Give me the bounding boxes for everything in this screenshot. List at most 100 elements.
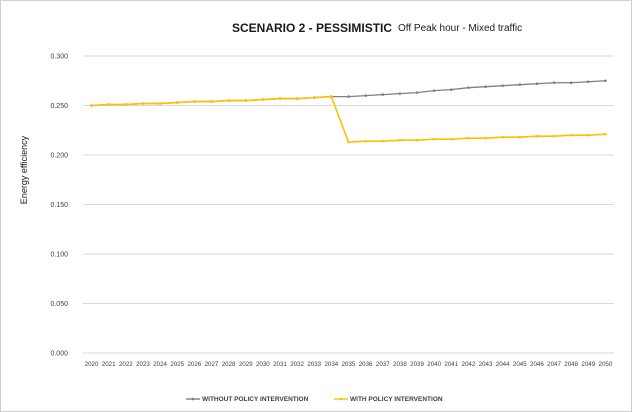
- data-point: [535, 134, 539, 138]
- x-tick-label: 2023: [136, 361, 150, 368]
- data-point: [347, 140, 350, 144]
- data-point: [432, 89, 436, 92]
- x-tick-label: 2025: [170, 361, 184, 368]
- x-tick-label: 2029: [239, 361, 253, 368]
- x-tick-label: 2044: [496, 361, 510, 368]
- data-point: [158, 102, 162, 105]
- x-tick-label: 2038: [393, 361, 407, 368]
- y-tick-label: 0.150: [50, 202, 68, 209]
- x-tick-label: 2041: [444, 361, 458, 368]
- data-point: [261, 98, 265, 101]
- data-point: [552, 134, 556, 138]
- data-point: [227, 99, 230, 102]
- x-tick-label: 2021: [102, 361, 116, 368]
- data-point: [107, 103, 110, 106]
- y-axis-ticks: 0.000 0.050 0.100 0.150 0.200 0.250 0.300: [50, 54, 68, 358]
- data-point: [518, 135, 522, 139]
- data-point: [278, 97, 282, 100]
- x-tick-label: 2035: [342, 361, 356, 368]
- x-tick-label: 2037: [376, 361, 390, 368]
- y-tick-label: 0.250: [50, 103, 68, 110]
- data-point: [398, 92, 402, 95]
- y-axis-label: Energy efficiency: [19, 135, 29, 204]
- legend: WITHOUT POLICY INTERVENTION WITH POLICY I…: [186, 396, 443, 403]
- data-point: [244, 99, 248, 102]
- x-tick-label: 2049: [581, 361, 595, 368]
- x-tick-label: 2026: [187, 361, 201, 368]
- data-point: [587, 133, 590, 137]
- data-point: [330, 95, 333, 98]
- data-point: [381, 139, 385, 143]
- y-tick-label: 0.300: [50, 54, 68, 61]
- data-point: [535, 82, 539, 86]
- data-point: [569, 133, 573, 137]
- data-point: [415, 138, 419, 142]
- legend-label: WITHOUT POLICY INTERVENTION: [202, 396, 309, 403]
- data-point: [90, 104, 93, 107]
- data-point: [449, 137, 453, 141]
- legend-marker: [339, 397, 343, 401]
- chart-title: SCENARIO 2 - PESSIMISTIC: [232, 21, 392, 35]
- data-point: [210, 100, 213, 103]
- series-line: [91, 80, 606, 107]
- x-tick-label: 2036: [359, 361, 373, 368]
- x-tick-label: 2020: [85, 361, 99, 368]
- y-tick-label: 0.200: [50, 153, 68, 160]
- data-point: [415, 91, 419, 94]
- series-layer: [90, 79, 607, 144]
- gridlines: [83, 55, 614, 354]
- data-point: [295, 97, 299, 100]
- data-point: [569, 81, 573, 85]
- data-point: [484, 85, 487, 88]
- x-tick-label: 2046: [530, 361, 544, 368]
- data-point: [552, 81, 556, 85]
- x-tick-label: 2050: [599, 361, 613, 368]
- data-point: [364, 94, 367, 97]
- legend-marker: [191, 397, 195, 401]
- data-point: [518, 83, 522, 87]
- x-tick-label: 2039: [410, 361, 424, 368]
- data-point: [364, 139, 367, 143]
- series-2: [90, 95, 607, 144]
- data-point: [604, 79, 607, 83]
- x-tick-label: 2042: [462, 361, 476, 368]
- x-tick-label: 2022: [119, 361, 133, 368]
- data-point: [193, 100, 196, 103]
- x-tick-label: 2027: [205, 361, 219, 368]
- x-axis-ticks: 2020 2021 2022 2023 2024 2025 2026 2027 2028 2029…: [85, 361, 613, 368]
- data-point: [467, 136, 470, 140]
- y-tick-label: 0.000: [50, 351, 68, 358]
- x-tick-label: 2043: [479, 361, 493, 368]
- data-point: [604, 132, 607, 136]
- data-point: [175, 101, 179, 104]
- y-tick-label: 0.050: [50, 301, 68, 308]
- x-tick-label: 2048: [564, 361, 578, 368]
- x-tick-label: 2034: [324, 361, 338, 368]
- data-point: [141, 102, 145, 105]
- data-point: [484, 136, 487, 140]
- x-tick-label: 2040: [427, 361, 441, 368]
- chart-subtitle: Off Peak hour - Mixed traffic: [398, 23, 522, 34]
- data-point: [587, 80, 590, 84]
- data-point: [501, 135, 504, 139]
- x-tick-label: 2028: [222, 361, 236, 368]
- data-point: [347, 95, 350, 98]
- data-point: [381, 93, 385, 96]
- data-point: [398, 138, 402, 142]
- x-tick-label: 2032: [290, 361, 304, 368]
- x-tick-label: 2047: [547, 361, 561, 368]
- x-tick-label: 2030: [256, 361, 270, 368]
- data-point: [467, 86, 470, 89]
- data-point: [312, 96, 316, 99]
- x-tick-label: 2031: [273, 361, 287, 368]
- y-tick-label: 0.100: [50, 252, 68, 259]
- legend-label: WITH POLICY INTERVENTION: [350, 396, 443, 403]
- x-tick-label: 2033: [307, 361, 321, 368]
- data-point: [501, 84, 504, 87]
- data-point: [449, 88, 453, 91]
- data-point: [432, 137, 436, 141]
- x-tick-label: 2045: [513, 361, 527, 368]
- series-line: [91, 95, 606, 143]
- x-tick-label: 2024: [153, 361, 167, 368]
